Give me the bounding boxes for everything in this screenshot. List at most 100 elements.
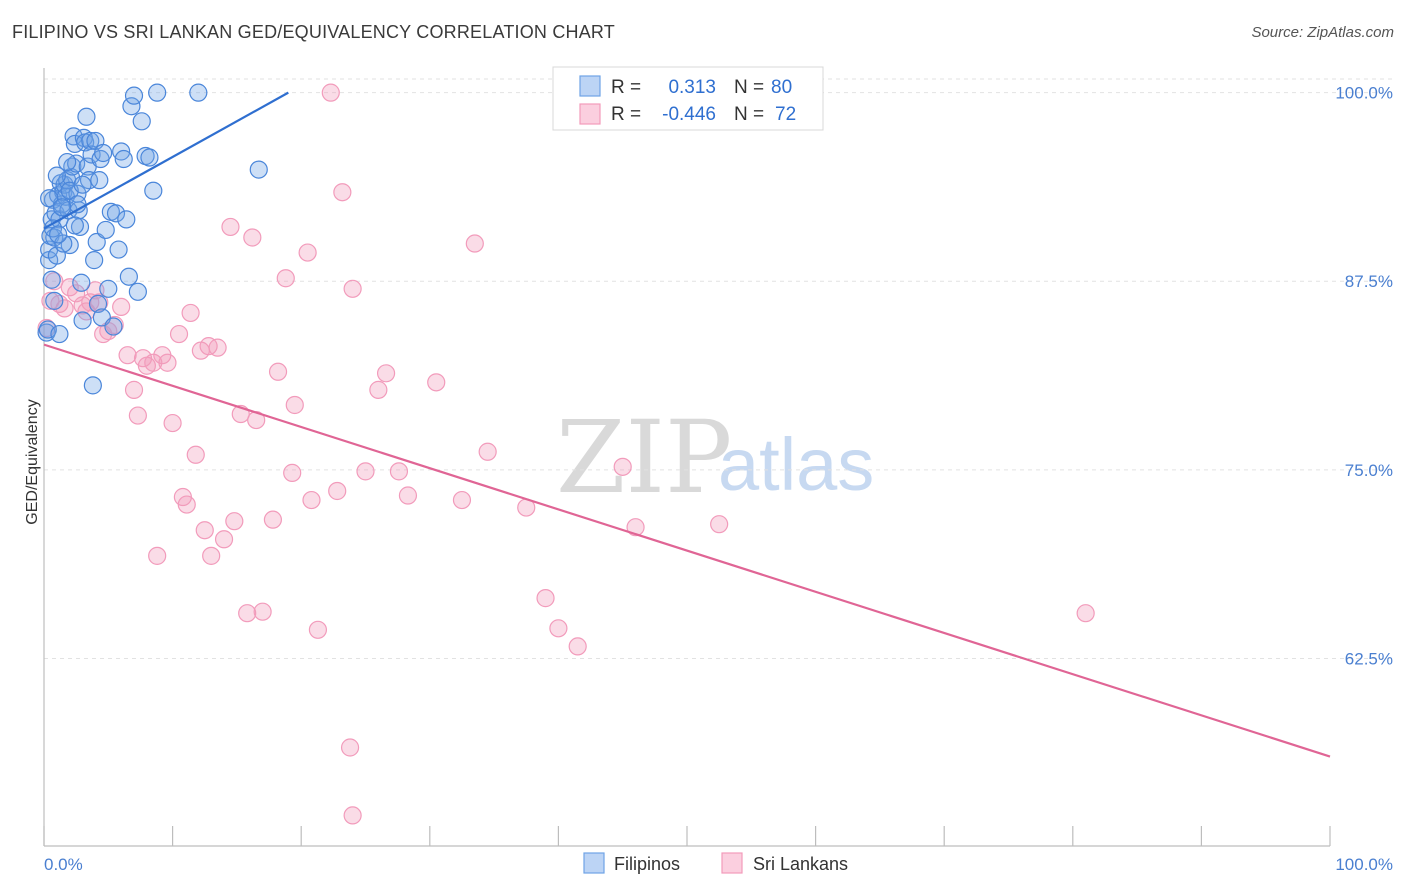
sri-lankans-point <box>118 346 137 365</box>
legend-swatch-filipinos <box>579 75 601 97</box>
sri-lankans-point <box>148 546 167 565</box>
gridlines <box>44 78 1396 659</box>
bottom-legend-label-sri-lankans[interactable]: Sri Lankans <box>753 854 848 874</box>
sri-lankans-point <box>225 512 244 531</box>
sri-lankans-point <box>427 373 446 392</box>
sri-lankans-point <box>343 806 362 825</box>
filipinos-point <box>81 131 100 151</box>
filipinos-point <box>88 294 108 313</box>
stats-legend: R = 0.313 N = 80 R = -0.446 N = 72 <box>552 66 824 131</box>
sri-lankans-point <box>177 495 196 514</box>
filipinos-point <box>104 317 123 336</box>
legend-r-value-filipinos: 0.313 <box>668 77 716 98</box>
bottom-legend-swatch-sri-lankans[interactable] <box>721 852 743 874</box>
filipinos-point <box>65 216 84 235</box>
sri-lankans-point <box>376 364 396 383</box>
legend-swatch-sri-lankans <box>579 103 601 125</box>
filipinos-point <box>47 166 66 185</box>
x-tick-label-0: 0.0% <box>44 855 83 874</box>
legend-r-label-filipinos: R = <box>611 77 641 98</box>
filipinos-point <box>189 83 208 102</box>
filipinos-point <box>45 291 64 310</box>
watermark-atlas: atlas <box>718 423 874 506</box>
sri-lankans-point <box>202 546 221 565</box>
sri-lankans-point <box>253 602 272 621</box>
watermark: ZIP atlas <box>556 399 874 516</box>
filipinos-point <box>99 279 118 298</box>
sri-lankans-point <box>398 486 418 505</box>
filipinos-point <box>38 320 57 339</box>
filipinos-point <box>73 175 92 194</box>
sri-lankans-point <box>268 362 288 381</box>
sri-lankans-point <box>465 234 484 253</box>
sri-lankans-point <box>169 324 189 344</box>
filipinos-point <box>119 267 138 286</box>
filipinos-point <box>49 225 68 244</box>
sri-lankans-point <box>195 521 214 540</box>
y-tick-labels: 62.5% 75.0% 87.5% 100.0% <box>1335 84 1393 669</box>
sri-lankans-point <box>340 738 360 757</box>
sri-lankans-point <box>626 518 645 537</box>
sri-lankans-point <box>710 515 729 534</box>
filipinos-point <box>72 273 91 292</box>
sri-lankans-point <box>302 490 321 510</box>
filipinos-point <box>144 181 163 200</box>
sri-lankans-point <box>452 490 472 510</box>
sri-lankans-point <box>568 637 587 656</box>
y-axis-label: GED/Equivalency <box>24 399 41 524</box>
filipinos-point <box>83 376 102 395</box>
legend-r-label-sri-lankans: R = <box>611 104 641 125</box>
axes <box>43 68 1331 847</box>
sri-lankans-point <box>163 413 182 433</box>
filipinos-point <box>85 251 104 270</box>
sri-lankans-point <box>214 530 234 549</box>
trend-lines <box>43 91 1331 758</box>
filipinos-point <box>94 143 113 163</box>
bottom-legend-label-filipinos[interactable]: Filipinos <box>614 854 680 874</box>
sri-lankans-point <box>263 510 283 529</box>
legend-r-value-sri-lankans: -0.446 <box>662 104 716 125</box>
source-label: Source: ZipAtlas.com <box>1251 24 1394 41</box>
filipinos-point <box>132 112 151 131</box>
chart-title: FILIPINO VS SRI LANKAN GED/EQUIVALENCY C… <box>12 22 616 42</box>
y-tick-label-1: 75.0% <box>1345 461 1393 480</box>
bottom-legend-swatch-filipinos[interactable] <box>583 852 605 874</box>
sri-lankans-point <box>389 462 409 481</box>
legend-n-label-sri-lankans: N = <box>734 104 764 125</box>
filipinos-point <box>96 220 115 240</box>
legend-n-value-sri-lankans: 72 <box>775 104 796 125</box>
filipinos-point <box>77 107 96 126</box>
sri-lankans-point <box>55 299 74 318</box>
sri-lankans-point <box>199 337 218 356</box>
sri-lankans-point <box>158 353 177 372</box>
filipinos-point <box>106 204 126 223</box>
sri-lankans-point <box>243 228 262 247</box>
filipinos-point <box>249 160 268 179</box>
filipinos-point <box>42 270 61 289</box>
x-tick-labels: 0.0% 100.0% <box>44 855 1393 874</box>
sri-lankans-point <box>369 380 388 399</box>
filipinos-point <box>50 324 69 344</box>
filipinos-point <box>128 282 147 301</box>
sri-lankans-point <box>536 589 555 608</box>
sri-lankans-point <box>613 457 632 476</box>
filipinos-point <box>54 234 73 253</box>
sri-lankans-point <box>298 243 317 262</box>
sri-lankans-point <box>285 395 304 415</box>
filipinos-point <box>82 145 101 164</box>
sri-lankans-point <box>276 269 295 288</box>
sri-lankans-point <box>124 380 144 399</box>
watermark-zip: ZIP <box>556 399 732 516</box>
sri-lankans-point <box>356 462 375 481</box>
filipinos-point <box>122 97 141 116</box>
sri-lankans-point <box>283 463 302 482</box>
sri-lankans-point <box>208 338 227 357</box>
filipinos-point <box>73 311 92 330</box>
series-legend[interactable]: Filipinos Sri Lankans <box>583 852 848 874</box>
sri-lankans-point <box>181 303 200 323</box>
sri-lankans-point <box>333 183 352 202</box>
sri-lankans-point <box>221 217 240 237</box>
sri-lankans-point <box>308 620 328 639</box>
sri-lankans-point <box>238 604 257 623</box>
